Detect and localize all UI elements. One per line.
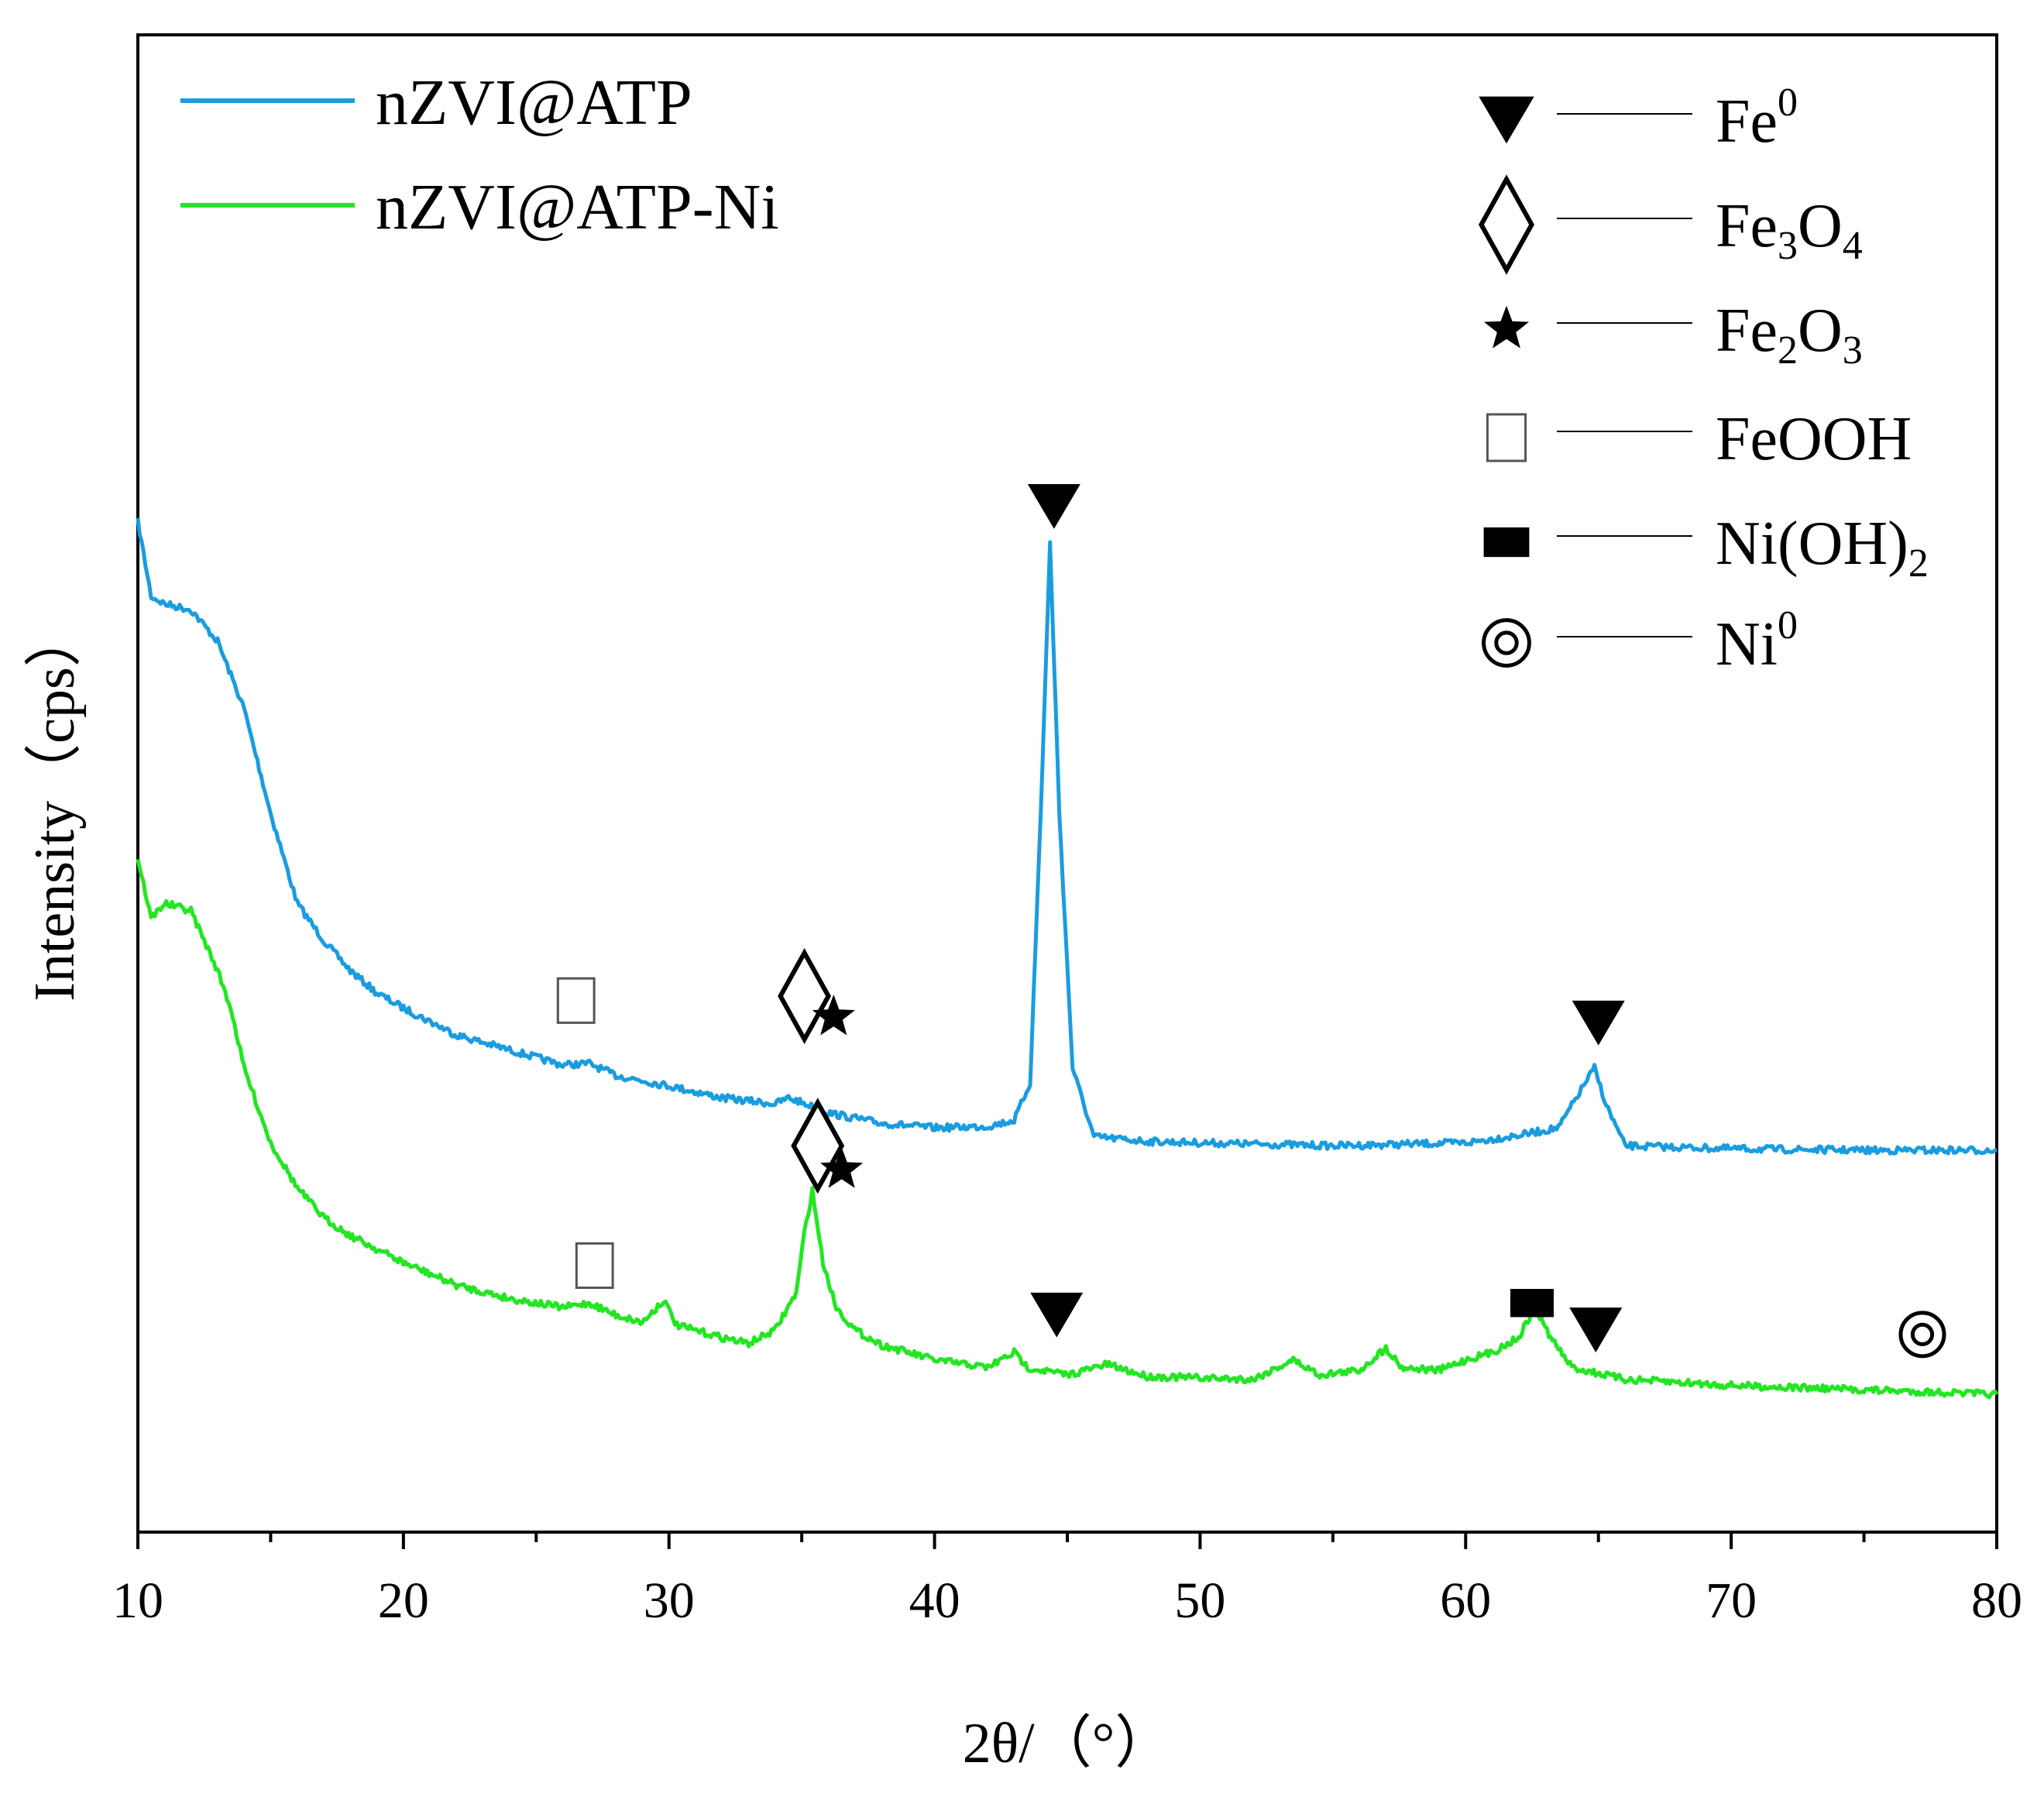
series-line-nzvi-atp xyxy=(136,517,1998,1156)
fe0-marker xyxy=(1572,1000,1625,1046)
phase-label-part: FeOOH xyxy=(1716,405,1912,473)
phase-legend-label: Ni(OH)2 xyxy=(1716,510,1929,586)
phase-label-part: Ni(OH) xyxy=(1716,510,1908,578)
legend-label-nzvi-atp-ni: nZVI@ATP-Ni xyxy=(376,171,779,243)
feooh-marker xyxy=(556,977,596,1024)
phase-legend-label: Fe2O3 xyxy=(1716,297,1863,373)
phase-label-part: O xyxy=(1798,297,1843,365)
phase-legend-row: Fe3O4 xyxy=(1479,174,1863,275)
phase-label-part: 3 xyxy=(1778,224,1798,268)
outer-ring xyxy=(1898,1311,1946,1359)
phase-legend-label: Ni0 xyxy=(1716,603,1798,679)
x-tick-label: 10 xyxy=(112,1572,163,1629)
series-layer xyxy=(136,517,1999,1400)
phase-label-part: Fe xyxy=(1716,297,1778,365)
phase-annotations xyxy=(556,483,1946,1359)
nioh2-marker xyxy=(1510,1289,1554,1318)
phase-legend-label: Fe3O4 xyxy=(1716,192,1863,268)
axes: 10 20 30 40 50 60 70 80 xyxy=(112,33,2022,1629)
x-tick-label: 30 xyxy=(644,1572,695,1629)
ni0-marker xyxy=(1898,1311,1946,1359)
phase-label-part: O xyxy=(1798,192,1843,260)
fe2o3-marker xyxy=(820,1147,864,1188)
fe0-marker xyxy=(1027,483,1080,529)
ni0-legend-icon xyxy=(1482,618,1531,668)
nioh2-legend-icon xyxy=(1483,527,1530,558)
phase-label-part: 3 xyxy=(1843,328,1863,373)
phase-legend-row: Fe0 xyxy=(1479,81,1798,156)
outer-ring xyxy=(1482,618,1531,668)
phase-label-part: Ni xyxy=(1716,610,1778,679)
phase-legend-row: Ni0 xyxy=(1482,603,1798,679)
phase-legend-row: Ni(OH)2 xyxy=(1483,510,1929,586)
phase-legend-label: Fe0 xyxy=(1716,81,1798,156)
phase-label-part: 0 xyxy=(1778,81,1798,125)
fe0-marker xyxy=(1030,1292,1084,1338)
feooh-legend-icon xyxy=(1486,413,1527,462)
x-axis-title: 2θ/（°） xyxy=(963,1712,1173,1775)
fe3o4-marker xyxy=(778,948,832,1044)
y-axis-title: Intensity（cps） xyxy=(23,610,87,1002)
feooh-marker xyxy=(575,1242,614,1290)
fe0-legend-icon xyxy=(1479,96,1534,144)
x-tick-label: 50 xyxy=(1174,1572,1225,1629)
phase-label-part: 2 xyxy=(1778,328,1798,373)
inner-ring xyxy=(1494,630,1519,655)
x-tick-label: 60 xyxy=(1440,1572,1491,1629)
x-tick-label: 70 xyxy=(1706,1572,1757,1629)
fe2o3-legend-icon xyxy=(1484,305,1529,349)
phase-label-part: Fe xyxy=(1716,192,1778,260)
x-tick-label: 20 xyxy=(378,1572,429,1629)
legend-label-nzvi-atp: nZVI@ATP xyxy=(376,67,692,139)
x-tick-label: 80 xyxy=(1971,1572,2022,1629)
phase-legend-row: FeOOH xyxy=(1486,405,1912,473)
fe2o3-marker xyxy=(812,995,855,1036)
phase-label-part: 2 xyxy=(1908,541,1929,586)
fe3o4-legend-icon xyxy=(1479,174,1534,275)
phase-label-part: 0 xyxy=(1778,603,1798,648)
series-line-nzvi-atp-ni xyxy=(136,858,1999,1400)
fe0-marker xyxy=(1569,1307,1623,1352)
phase-label-part: Fe xyxy=(1716,88,1778,156)
phase-legend-label: FeOOH xyxy=(1716,405,1912,473)
inner-ring xyxy=(1910,1322,1935,1346)
series-legend: nZVI@ATP nZVI@ATP-Ni xyxy=(180,67,779,243)
phase-label-part: 4 xyxy=(1843,224,1863,268)
phase-legend-row: Fe2O3 xyxy=(1484,297,1863,373)
x-tick-label: 40 xyxy=(909,1572,960,1629)
